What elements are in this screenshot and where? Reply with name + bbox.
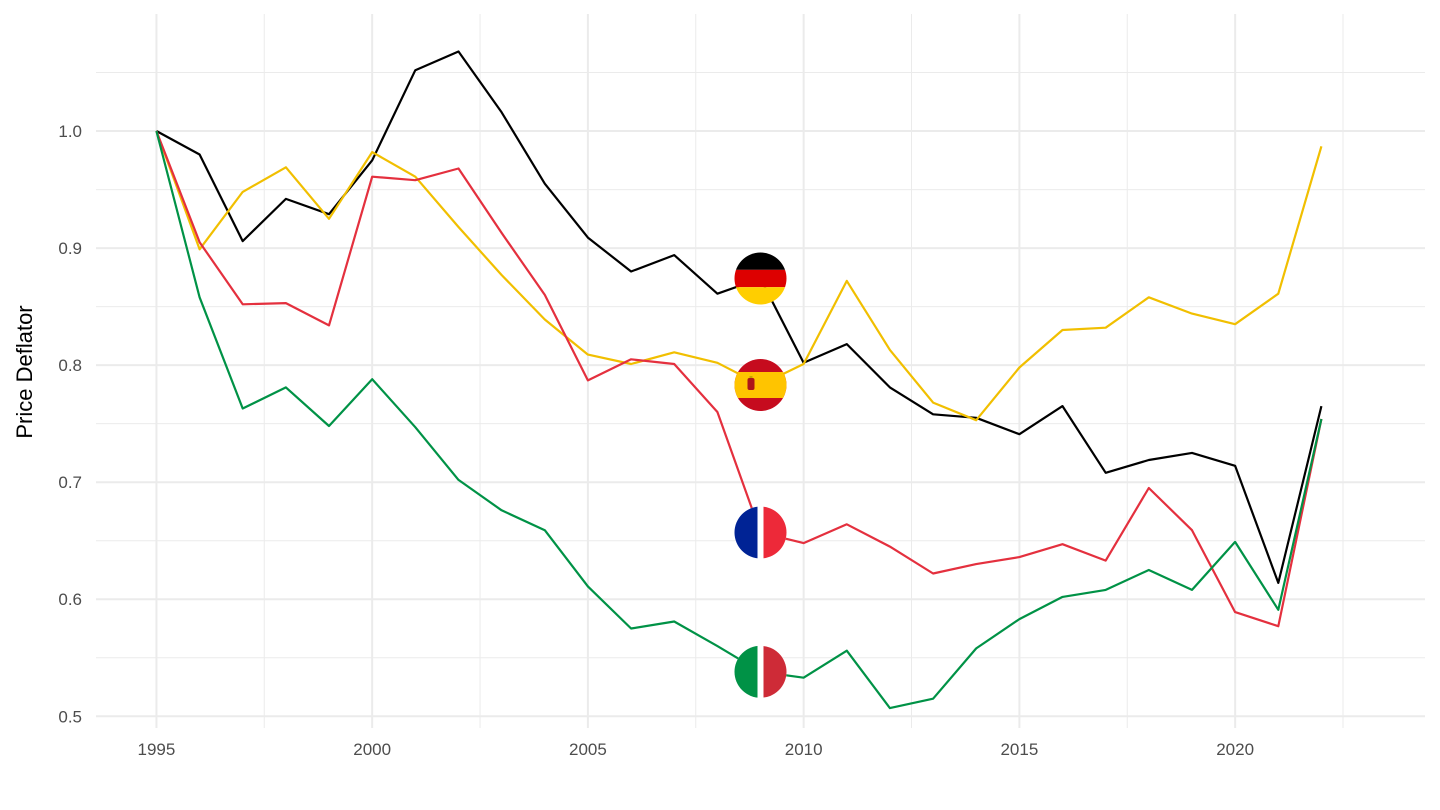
germany-flag-icon — [734, 252, 787, 305]
x-axis-tick-labels: 1995 2000 2005 2010 2015 2020 — [137, 740, 1254, 759]
x-tick-label: 1995 — [137, 740, 175, 759]
series-line — [155, 130, 1323, 710]
italy-flag-icon — [734, 645, 787, 698]
gridlines — [96, 14, 1425, 728]
x-tick-label: 2020 — [1216, 740, 1254, 759]
y-tick-label: 0.9 — [58, 239, 82, 258]
y-axis-tick-labels: 0.5 0.6 0.7 0.8 0.9 1.0 — [58, 122, 82, 726]
y-tick-label: 0.5 — [58, 707, 82, 726]
x-tick-label: 2000 — [353, 740, 391, 759]
y-tick-label: 0.6 — [58, 590, 82, 609]
x-tick-label: 2015 — [1000, 740, 1038, 759]
y-tick-label: 0.8 — [58, 356, 82, 375]
spain-flag-icon — [734, 359, 787, 411]
series-line — [155, 130, 1323, 628]
france-flag-icon — [734, 506, 787, 559]
series-flag-markers — [734, 252, 787, 698]
y-tick-label: 1.0 — [58, 122, 82, 141]
y-axis-title: Price Deflator — [12, 305, 37, 438]
x-tick-label: 2005 — [569, 740, 607, 759]
x-tick-label: 2010 — [785, 740, 823, 759]
y-tick-label: 0.7 — [58, 473, 82, 492]
